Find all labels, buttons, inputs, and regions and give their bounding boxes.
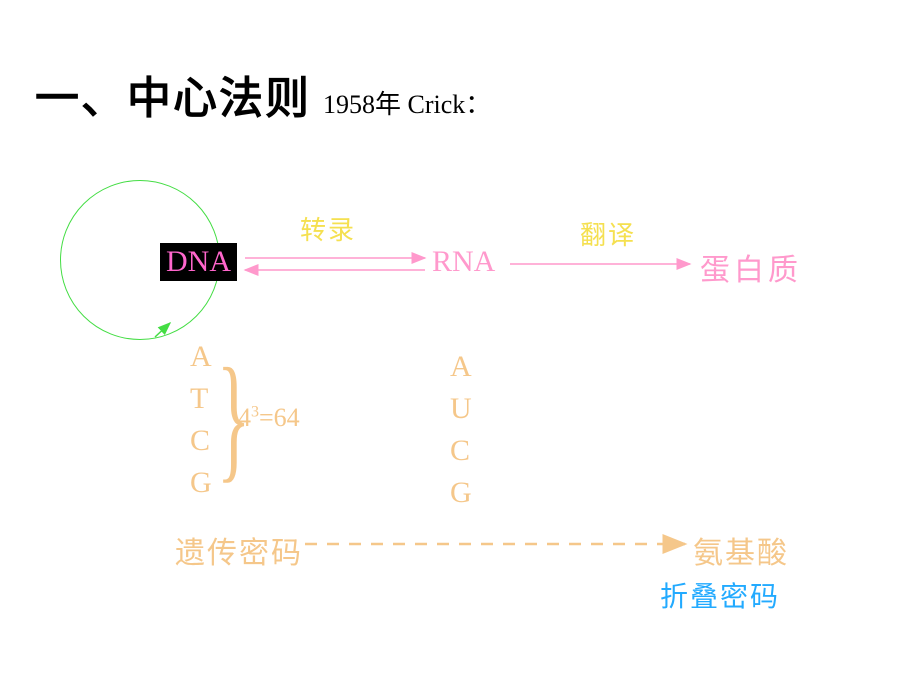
- formula: 43=64: [238, 403, 300, 433]
- rna-base-u: U: [450, 392, 472, 426]
- label-translation: 翻译: [580, 215, 636, 252]
- formula-exp: 3: [251, 403, 259, 420]
- formula-eq: =64: [259, 403, 300, 432]
- title-row: 一、中心法则 1958年 Crick：: [35, 62, 491, 126]
- title-subtitle: 1958年 Crick：: [323, 84, 491, 121]
- node-rna: RNA: [432, 245, 495, 279]
- dna-base-a: A: [190, 340, 212, 374]
- formula-base: 4: [238, 403, 251, 432]
- rna-base-g: G: [450, 476, 472, 510]
- dna-base-c: C: [190, 424, 210, 458]
- dna-base-t: T: [190, 382, 208, 416]
- label-genetic-code: 遗传密码: [175, 528, 303, 572]
- node-dna: DNA: [160, 243, 237, 281]
- rna-base-c: C: [450, 434, 470, 468]
- label-amino-acid: 氨基酸: [693, 528, 789, 572]
- rna-base-a: A: [450, 350, 472, 384]
- node-protein: 蛋白质: [700, 245, 802, 289]
- dna-base-g: G: [190, 466, 212, 500]
- label-folding-code: 折叠密码: [660, 575, 780, 615]
- label-transcription: 转录: [300, 210, 356, 247]
- title-main: 一、中心法则: [35, 62, 311, 126]
